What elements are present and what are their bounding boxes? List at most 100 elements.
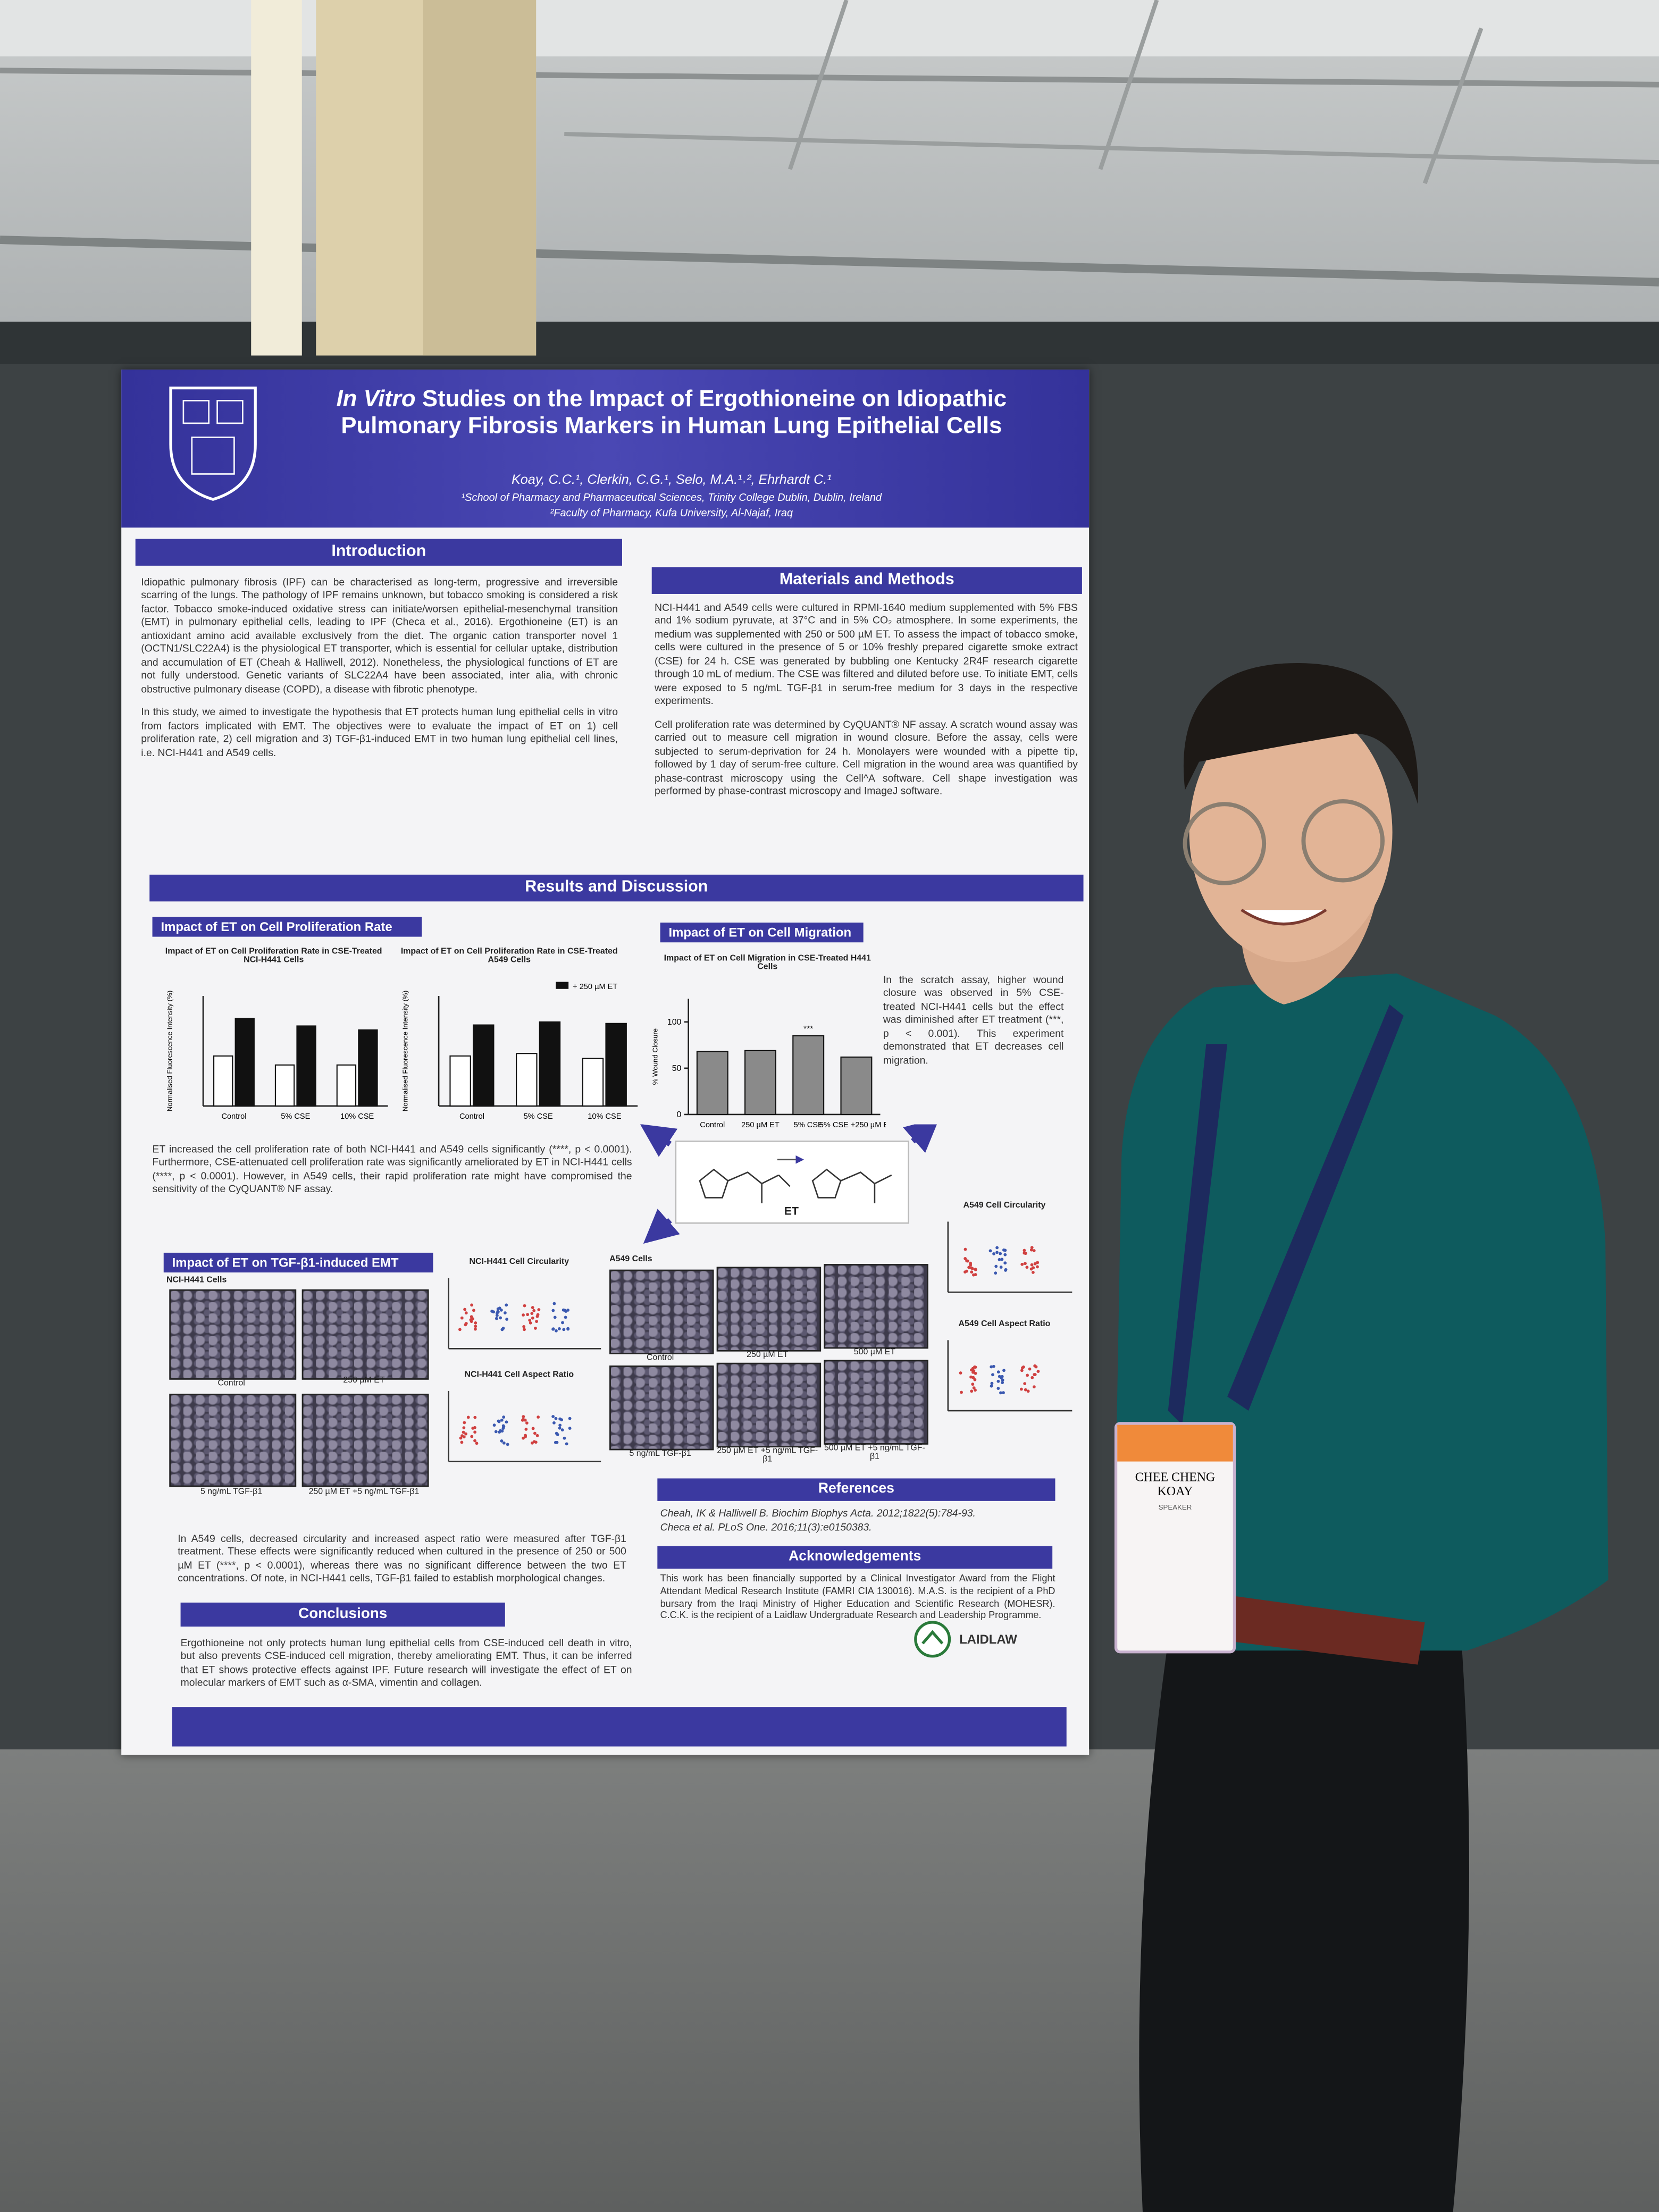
dot (990, 1381, 994, 1385)
dot (502, 1441, 506, 1445)
section-heading: References (657, 1478, 1055, 1501)
annotation: *** (803, 1025, 814, 1034)
subsection-heading: Impact of ET on Cell Migration (660, 923, 864, 943)
dot (963, 1247, 967, 1251)
dot (1026, 1389, 1030, 1393)
dot (555, 1329, 558, 1333)
dot (1030, 1246, 1034, 1250)
dot (503, 1311, 507, 1314)
dot (505, 1303, 508, 1307)
bar (516, 1053, 538, 1107)
dot (553, 1316, 557, 1319)
dot (528, 1318, 532, 1322)
micrograph (169, 1289, 297, 1380)
section-heading: Conclusions (180, 1602, 505, 1627)
dot (960, 1390, 963, 1394)
panel-label: 5 ng/mL TGF-β1 (629, 1450, 691, 1459)
dot (497, 1419, 500, 1423)
dot (462, 1430, 465, 1434)
dot (963, 1256, 967, 1260)
dot (1021, 1365, 1025, 1369)
dot (1033, 1373, 1037, 1376)
et-structure: ET (640, 1124, 940, 1244)
dot (1033, 1262, 1037, 1266)
dot (1002, 1391, 1005, 1395)
dot (492, 1423, 496, 1427)
affiliation: ²Faculty of Pharmacy, Kufa University, A… (550, 506, 793, 520)
bar (539, 1021, 561, 1107)
dot (995, 1251, 999, 1254)
dot (988, 1249, 992, 1253)
dot (1020, 1262, 1024, 1266)
chart-title: Impact of ET on Cell Proliferation Rate … (165, 948, 382, 965)
subsection-heading: Impact of ET on TGF-β1-induced EMT (163, 1252, 433, 1273)
dot (459, 1436, 463, 1440)
dot (537, 1308, 541, 1312)
micrograph (301, 1289, 429, 1380)
dot (1033, 1364, 1037, 1368)
dot (1001, 1378, 1004, 1382)
plot-title: A549 Cell Aspect Ratio (958, 1320, 1051, 1329)
dot (972, 1369, 976, 1373)
dot (1032, 1266, 1035, 1270)
dot (522, 1436, 525, 1440)
dot (970, 1389, 974, 1393)
dot (971, 1376, 975, 1379)
dot (506, 1443, 509, 1446)
dot (1024, 1388, 1027, 1392)
dot (565, 1442, 568, 1446)
x-tick-label: Control (459, 1112, 484, 1121)
dot (530, 1312, 534, 1315)
dot (530, 1441, 534, 1445)
dot (499, 1429, 502, 1432)
dot (568, 1417, 572, 1420)
bar (234, 1018, 255, 1107)
dot (524, 1427, 528, 1431)
dot (537, 1415, 540, 1419)
y-axis-label: Normalised Fluorescence Intensity (%) (166, 991, 174, 1112)
dot (563, 1309, 566, 1312)
paragraph: Cell proliferation rate was determined b… (655, 718, 1078, 798)
ceiling (0, 0, 1659, 466)
micrograph (169, 1394, 297, 1487)
bar (744, 1050, 776, 1115)
panel-label: 5 ng/mL TGF-β1 (200, 1488, 263, 1497)
dot (969, 1263, 973, 1267)
section-heading: Materials and Methods (651, 567, 1082, 594)
dot (558, 1423, 562, 1427)
dot (531, 1427, 535, 1430)
micrograph (716, 1267, 822, 1352)
intro-text: Idiopathic pulmonary fibrosis (IPF) can … (141, 575, 618, 769)
dot (992, 1364, 995, 1368)
dot (522, 1415, 525, 1419)
micrograph (716, 1362, 822, 1448)
dot (555, 1440, 559, 1444)
dot (495, 1314, 499, 1317)
dot (959, 1371, 962, 1375)
dot (532, 1309, 536, 1312)
y-axis-label: Normalised Fluorescence Intensity (%) (401, 991, 409, 1112)
subsection-heading: Impact of ET on Cell Proliferation Rate (152, 917, 422, 937)
dot (502, 1415, 506, 1419)
dot (999, 1391, 1002, 1395)
dot (472, 1309, 475, 1312)
dot (998, 1375, 1001, 1378)
section-heading: Results and Discussion (149, 874, 1084, 902)
dot (1030, 1376, 1034, 1379)
dot (475, 1442, 479, 1445)
dot (495, 1317, 498, 1320)
dot (463, 1308, 467, 1311)
bar (696, 1051, 728, 1115)
plot-title: A549 Cell Circularity (963, 1202, 1046, 1211)
dot (494, 1430, 498, 1434)
bar (449, 1055, 471, 1107)
dot (1036, 1265, 1039, 1269)
title-italic: In Vitro (336, 386, 416, 412)
dot (531, 1306, 534, 1309)
dot (970, 1368, 973, 1372)
dot (995, 1246, 999, 1250)
dot-plot (448, 1390, 601, 1462)
paragraph: In this study, we aimed to investigate t… (141, 706, 618, 759)
